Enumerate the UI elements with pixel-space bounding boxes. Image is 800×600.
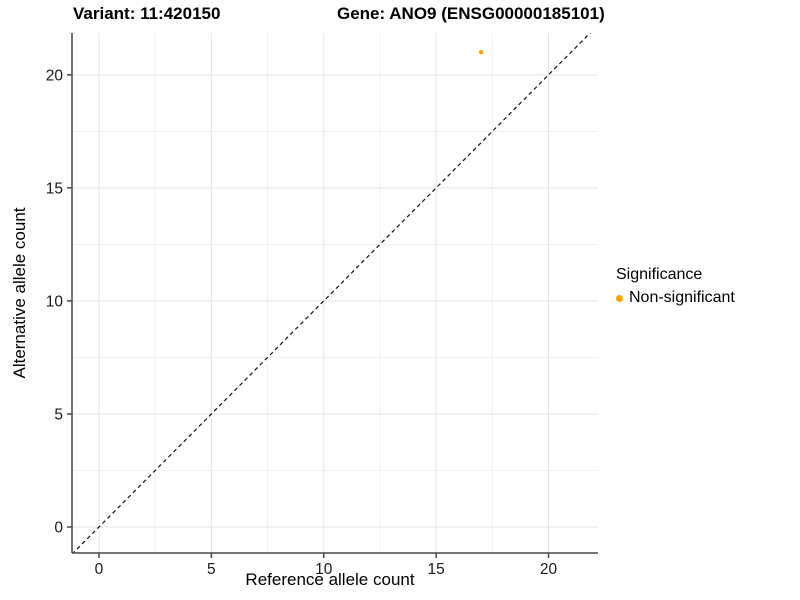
y-axis-title: Alternative allele count: [10, 207, 29, 379]
x-tick-label: 5: [207, 561, 216, 578]
legend: Significance Non-significant: [616, 266, 735, 308]
plot-title-gene: Gene: ANO9 (ENSG00000185101): [337, 4, 605, 23]
x-tick-label: 15: [428, 561, 445, 578]
y-tick-label: 0: [54, 520, 63, 537]
legend-title: Significance: [616, 266, 703, 283]
plot-title-variant: Variant: 11:420150: [73, 4, 221, 23]
legend-item: Non-significant: [616, 288, 735, 308]
y-tick-label: 15: [46, 180, 63, 197]
legend-item-label: Non-significant: [629, 289, 735, 306]
x-axis-title: Reference allele count: [245, 570, 415, 589]
y-tick-label: 5: [54, 406, 63, 423]
data-point: [478, 50, 484, 55]
x-tick-label: 10: [315, 561, 333, 578]
x-tick-label: 0: [95, 561, 104, 578]
legend-items: Non-significant: [616, 288, 735, 308]
identity-dashed-line: [72, 33, 591, 553]
legend-point-icon: [616, 294, 623, 302]
y-tick-label: 20: [46, 67, 64, 84]
x-tick-label: 20: [540, 561, 558, 578]
y-tick-label: 10: [46, 293, 64, 310]
